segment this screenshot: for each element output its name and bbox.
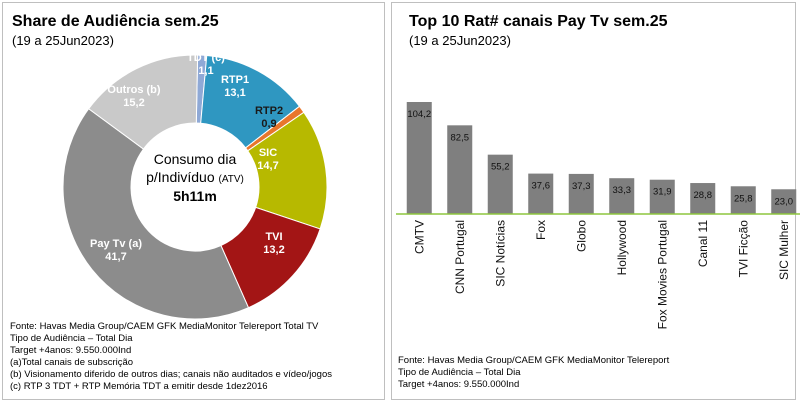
slice-category-label: TVI [265,231,282,243]
slice-category-label: RTP1 [221,74,249,86]
bar [447,125,473,214]
bar-value-label: 37,3 [572,181,591,192]
slice-category-label: RTP2 [255,105,283,117]
share-notes: Fonte: Havas Media Group/CAEM GFK MediaM… [10,321,332,393]
bar-value-label: 28,8 [694,190,713,201]
bar-value-label: 37,6 [532,181,551,192]
slice-category-label: Outros (b) [107,84,160,96]
donut-slice [88,54,199,150]
bar-value-label: 104,2 [407,109,431,120]
share-panel: Share de Audiência sem.25 (19 a 25Jun202… [2,2,385,400]
category-tick-label: CMTV [412,220,426,254]
category-tick-label: Fox [534,220,548,240]
note-line: Fonte: Havas Media Group/CAEM GFK MediaM… [398,355,670,366]
bar-value-label: 31,9 [653,187,672,198]
category-tick-label: Hollywood [615,220,629,275]
note-line: Target +4anos: 9.550.000Ind [398,379,520,390]
top10-panel: Top 10 Rat# canais Pay Tv sem.25 (19 a 2… [391,2,800,400]
bar [487,154,513,214]
category-tick-label: CNN Portugal [453,220,467,294]
bar [649,179,675,214]
bar [528,173,554,214]
bar [690,183,716,214]
center-label-line1: Consumo dia [154,151,237,167]
bar [771,189,797,214]
bar-value-label: 25,8 [734,193,753,204]
share-subtitle: (19 a 25Jun2023) [12,33,114,48]
note-line: Fonte: Havas Media Group/CAEM GFK MediaM… [10,321,319,332]
slice-category-label: TDT (c) [187,52,225,64]
center-label-line2: p/Indivíduo (ATV) [146,169,244,185]
bar [730,186,756,214]
donut-slice [62,108,250,320]
top10-title: Top 10 Rat# canais Pay Tv sem.25 [409,13,668,30]
note-line: (b) Visionamento diferido de outros dias… [10,369,332,380]
note-line: Tipo de Audiência – Total Dia [398,367,521,378]
bar [406,102,432,214]
category-tick-label: SIC Mulher [777,220,791,280]
category-tick-label: Canal 11 [696,220,710,267]
bar-value-label: 23,0 [775,196,794,207]
share-title: Share de Audiência sem.25 [12,13,219,30]
category-tick-label: TVI Ficção [736,220,750,278]
category-tick-label: SIC Notícias [493,220,507,287]
slice-value-label: 13,2 [263,244,284,256]
top10-notes: Fonte: Havas Media Group/CAEM GFK MediaM… [398,355,669,391]
note-line: Tipo de Audiência – Total Dia [10,333,133,344]
slice-value-label: 13,1 [224,87,245,99]
slice-category-label: Pay Tv (a) [90,238,142,250]
category-tick-label: Globo [574,220,588,252]
note-line: (a)Total canais de subscrição [10,357,134,368]
bar-value-label: 55,2 [491,162,510,173]
slice-value-label: 15,2 [123,97,144,109]
top10-subtitle: (19 a 25Jun2023) [409,33,511,48]
slice-value-label: 0,9 [261,118,276,130]
bar [568,173,594,214]
slice-value-label: 1,1 [198,65,213,77]
bar-chart: 104,2 CMTV 82,5 CNN Portugal 55,2 SIC Notícia… [396,102,800,329]
slice-category-label: SIC [259,147,277,159]
slice-value-label: 41,7 [105,251,126,263]
slice-value-label: 14,7 [257,160,278,172]
note-line: Target +4anos: 9.550.000Ind [10,345,132,356]
bar-value-label: 33,3 [613,185,632,196]
note-line: (c) RTP 3 TDT + RTP Memória TDT a emitir… [10,381,268,392]
bar-value-label: 82,5 [451,132,470,143]
center-value: 5h11m [173,188,217,204]
category-tick-label: Fox Movies Portugal [655,220,669,329]
bar [609,178,635,214]
